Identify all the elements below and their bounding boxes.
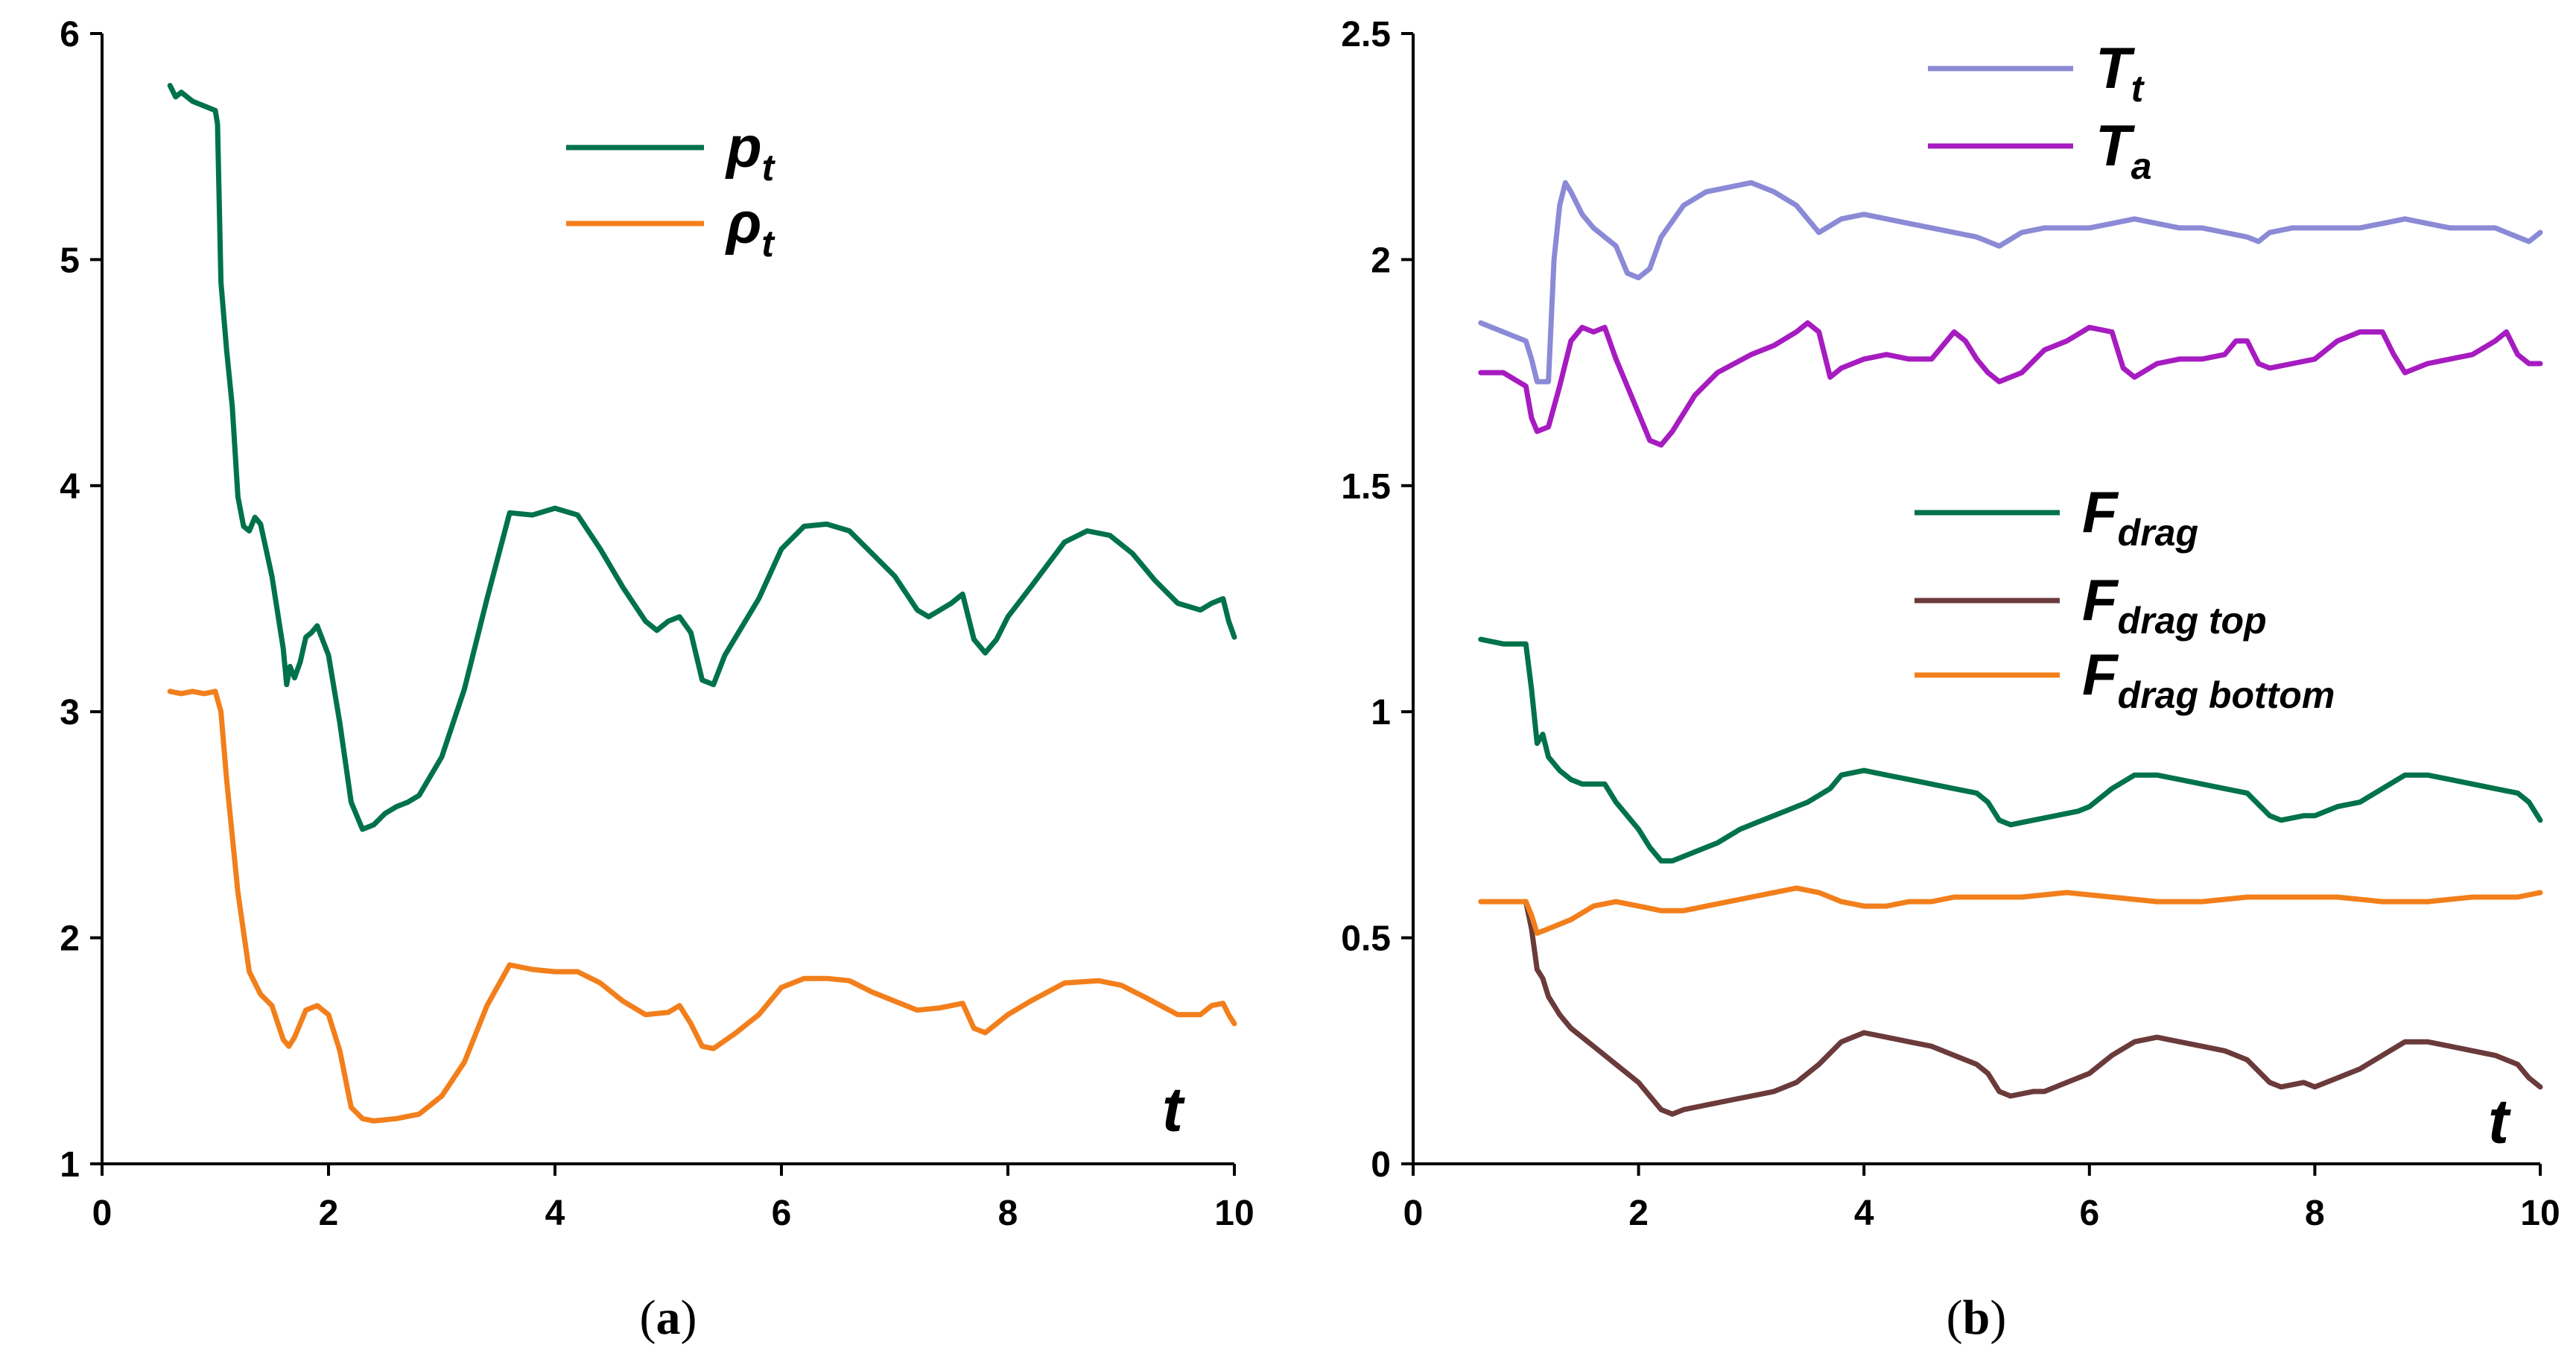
legend-symbol: T [2096,35,2136,101]
legend-label-b-1: Ta [2096,113,2151,187]
y-tick-label-a: 6 [60,15,80,54]
x-tick-label-b: 0 [1403,1194,1424,1233]
y-tick-label-a: 4 [60,467,80,507]
y-tick-label-b: 2 [1371,241,1391,280]
legend-symbol: T [2096,113,2136,178]
y-tick-label-b: 0 [1371,1145,1391,1185]
legend-symbol: F [2082,567,2119,633]
y-tick-label-b: 1 [1371,693,1391,732]
x-tick-label-b: 10 [2520,1194,2560,1233]
legend-symbol: p [725,114,762,180]
x-tick-label-b: 6 [2079,1194,2099,1233]
panel-caption-b: (b) [1947,1291,2007,1345]
series-line-b-F-drag [1478,636,2543,864]
caption-close-paren: ) [1990,1291,2006,1345]
x-tick-label-a: 10 [1214,1194,1254,1233]
series-line-b-F-drag-bottom [1478,885,2543,936]
y-tick-label-a: 1 [60,1145,80,1185]
x-tick-label-a: 8 [998,1194,1018,1233]
series-line-b-T-a [1478,320,2543,448]
x-axis-label-b: t [2488,1086,2511,1156]
legend-subscript: drag top [2118,600,2267,642]
legend-label-b-2: Fdrag [2082,479,2198,554]
caption-open-paren: ( [1947,1291,1963,1345]
legend-label-b-3: Fdrag top [2082,567,2267,642]
caption-letter: b [1963,1291,1990,1345]
x-tick-label-a: 2 [319,1194,339,1233]
caption-open-paren: ( [640,1291,656,1345]
legend-subscript: drag [2118,512,2198,554]
series-line-a-ρ-t [167,688,1237,1124]
x-tick-label-a: 4 [545,1194,565,1233]
series-line-b-T-t [1478,180,2543,384]
legend-label-a-1: ρt [725,190,775,265]
legend-subscript: t [761,223,775,265]
y-tick-label-a: 2 [60,919,80,959]
legend-label-b-0: Tt [2096,35,2145,110]
caption-close-paren: ) [681,1291,697,1345]
series-line-b-F-drag-top [1523,899,2543,1117]
legend-subscript: t [2131,68,2145,110]
legend-symbol: ρ [725,190,761,256]
legend-label-b-4: Fdrag bottom [2082,642,2335,716]
legend-symbol: F [2082,642,2119,707]
x-tick-label-a: 6 [772,1194,792,1233]
legend-subscript: drag bottom [2118,674,2335,716]
panel-caption-a: (a) [640,1291,697,1345]
legend-label-a-0: pt [725,114,776,189]
x-axis-label-a: t [1162,1074,1185,1144]
x-tick-label-b: 8 [2305,1194,2325,1233]
y-tick-label-a: 5 [60,241,80,280]
x-tick-label-b: 2 [1628,1194,1649,1233]
y-tick-label-b: 2.5 [1341,15,1391,54]
caption-letter: a [656,1291,681,1345]
legend-subscript: t [762,147,776,189]
x-tick-label-b: 4 [1854,1194,1874,1233]
legend-symbol: F [2082,479,2119,545]
x-tick-label-a: 0 [92,1194,112,1233]
y-tick-label-b: 1.5 [1341,467,1391,507]
y-tick-label-a: 3 [60,693,80,732]
series-line-a-p-t [167,83,1237,832]
y-tick-label-b: 0.5 [1341,919,1391,959]
legend-subscript: a [2131,145,2152,187]
